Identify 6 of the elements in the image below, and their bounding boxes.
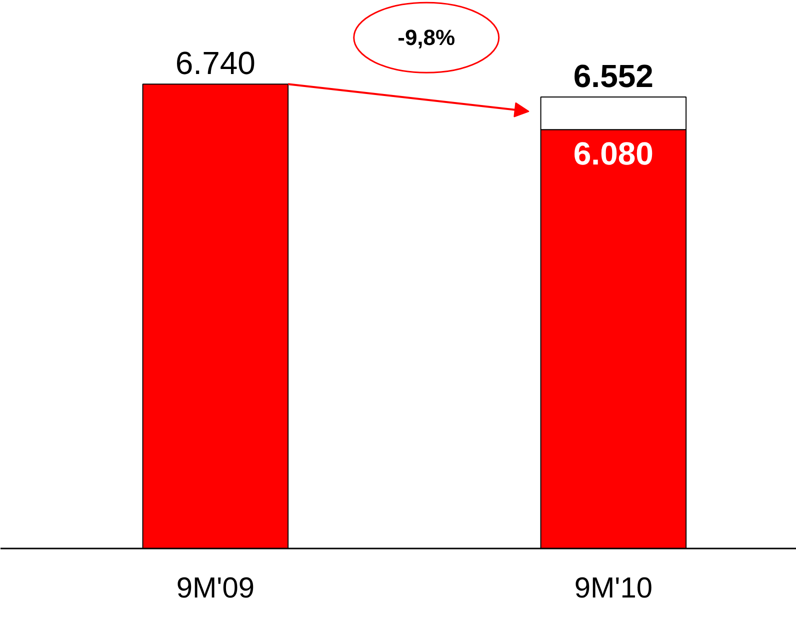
data-label: 6.080	[573, 136, 654, 172]
data-label: 6.740	[175, 45, 256, 82]
x-tick-label: 9M'09	[176, 572, 254, 604]
total-label: 6.552	[573, 58, 654, 94]
x-tick-label: 9M'10	[574, 572, 652, 604]
text: -9,8%	[398, 25, 456, 50]
